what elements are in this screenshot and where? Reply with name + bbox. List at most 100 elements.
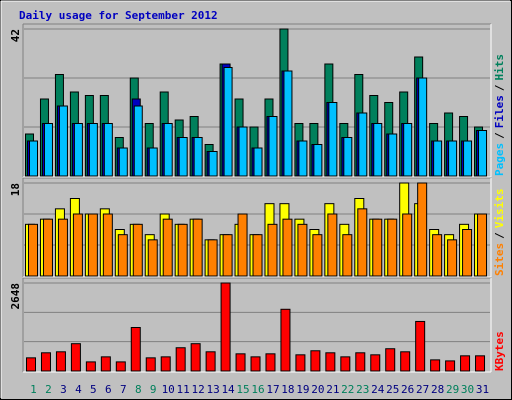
bar: [178, 137, 188, 177]
bar: [342, 234, 353, 277]
x-tick-label: 18: [281, 383, 294, 396]
bar: [417, 182, 428, 277]
bar: [448, 140, 458, 177]
legend-entry: Visits: [493, 189, 506, 229]
bar: [298, 140, 308, 177]
panel: [23, 278, 491, 372]
bar: [325, 352, 336, 372]
bar: [312, 234, 323, 277]
legend-entry: KBytes: [493, 331, 506, 371]
x-tick-label: 14: [221, 383, 235, 396]
x-tick-label: 15: [236, 383, 249, 396]
legend: Pages / Files / Hits: [493, 54, 506, 176]
bar: [358, 112, 368, 177]
bar: [40, 352, 51, 372]
bar: [160, 356, 171, 372]
bar: [462, 229, 473, 277]
bar: [235, 353, 246, 372]
x-tick-label: 30: [461, 383, 474, 396]
bar: [265, 353, 276, 372]
bar: [310, 350, 321, 372]
bar: [478, 130, 488, 177]
bar: [88, 123, 98, 177]
x-tick-label: 31: [476, 383, 489, 396]
bar: [477, 213, 488, 277]
bar: [132, 223, 143, 277]
bar: [148, 147, 158, 177]
x-tick-label: 20: [311, 383, 324, 396]
bar: [162, 218, 173, 277]
bar: [26, 357, 36, 372]
bar: [370, 354, 381, 372]
bar: [267, 223, 278, 277]
bar: [70, 343, 81, 372]
bar: [207, 239, 218, 277]
bar: [295, 354, 306, 372]
x-tick-label: 7: [120, 383, 127, 396]
x-tick-label: 5: [90, 383, 97, 396]
bar: [222, 234, 233, 277]
bar: [55, 351, 66, 372]
bar: [145, 357, 156, 372]
x-tick-label: 25: [386, 383, 399, 396]
bar: [343, 137, 353, 177]
bar: [432, 234, 443, 277]
x-tick-label: 21: [326, 383, 339, 396]
x-tick-label: 10: [162, 383, 175, 396]
bar: [177, 223, 188, 277]
bar: [355, 352, 366, 372]
bar: [208, 151, 218, 177]
bar: [175, 347, 186, 372]
bar: [190, 343, 201, 372]
bar: [373, 123, 383, 177]
bar: [130, 326, 141, 372]
bar: [87, 213, 98, 277]
legend-separator: /: [493, 132, 506, 139]
bar: [463, 140, 473, 177]
bar: [147, 239, 158, 277]
bar: [268, 116, 278, 177]
bar: [388, 133, 398, 177]
legend: KBytes: [493, 331, 506, 371]
bar: [313, 144, 323, 177]
legend-entry: Hits: [493, 54, 506, 81]
bar: [193, 137, 203, 177]
x-tick-label: 28: [431, 383, 444, 396]
bar: [163, 123, 173, 177]
bar: [117, 234, 128, 277]
x-tick-label: 23: [356, 383, 369, 396]
x-tick-label: 29: [446, 383, 459, 396]
legend-separator: /: [493, 232, 506, 239]
bar: [58, 105, 68, 177]
bar: [418, 77, 428, 177]
x-tick-label: 1: [30, 383, 37, 396]
legend-separator: /: [493, 84, 506, 91]
x-tick-label: 16: [251, 383, 264, 396]
bar: [327, 213, 338, 277]
bar: [29, 140, 38, 177]
bar: [133, 105, 143, 177]
x-tick-label: 12: [192, 383, 205, 396]
bar: [238, 126, 248, 177]
x-tick-label: 13: [206, 383, 219, 396]
bar: [192, 218, 203, 277]
bar: [118, 147, 128, 177]
x-tick-label: 8: [135, 383, 142, 396]
bar: [223, 67, 233, 177]
x-tick-label: 2: [45, 383, 52, 396]
legend-entry: Sites: [493, 243, 506, 276]
chart-title: Daily usage for September 2012: [19, 9, 218, 22]
bar: [372, 218, 383, 277]
bar: [205, 351, 216, 372]
x-tick-label: 27: [416, 383, 429, 396]
bar: [253, 147, 263, 177]
y-max-label: 2648: [9, 283, 22, 310]
bar: [433, 140, 443, 177]
x-tick-label: 4: [75, 383, 82, 396]
y-max-label: 42: [9, 29, 22, 42]
x-tick-label: 19: [296, 383, 309, 396]
x-tick-label: 11: [177, 383, 190, 396]
bar: [447, 239, 458, 277]
